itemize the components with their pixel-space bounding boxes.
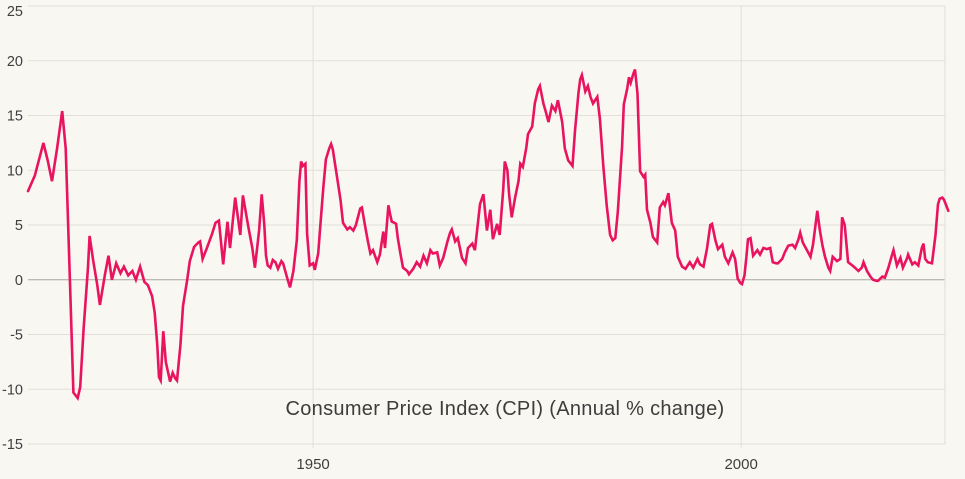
y-tick-label: 25 xyxy=(7,4,23,20)
x-tick-label: 1950 xyxy=(296,456,329,473)
series-layer xyxy=(26,69,950,401)
y-tick-label: 0 xyxy=(15,273,23,289)
axis-labels-layer: -15 -10 -5 0 5 10 15 20 25 1950 2000 xyxy=(2,4,758,473)
y-tick-label: -15 xyxy=(2,437,23,453)
y-tick-label: -5 xyxy=(10,328,23,344)
x-tick-label: 2000 xyxy=(724,456,757,473)
cpi-line xyxy=(26,69,950,401)
y-tick-label: 10 xyxy=(7,163,23,179)
y-tick-label: 5 xyxy=(15,218,23,234)
y-tick-label: 15 xyxy=(7,109,23,125)
y-tick-label: -10 xyxy=(2,382,23,398)
y-tick-label: 20 xyxy=(7,54,23,70)
chart-title: Consumer Price Index (CPI) (Annual % cha… xyxy=(286,398,725,420)
